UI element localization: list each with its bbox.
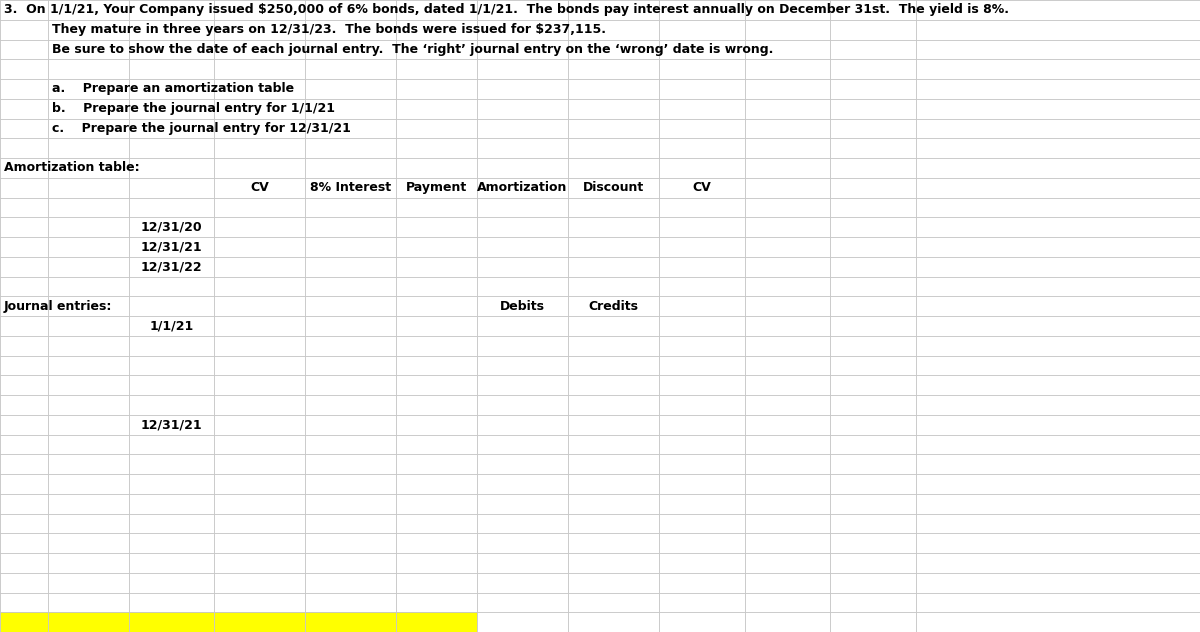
Text: Journal entries:: Journal entries: — [4, 300, 113, 313]
Text: 12/31/22: 12/31/22 — [140, 260, 203, 273]
Text: CV: CV — [692, 181, 712, 194]
Text: 12/31/20: 12/31/20 — [140, 221, 203, 234]
Text: 12/31/21: 12/31/21 — [140, 418, 203, 431]
Text: Be sure to show the date of each journal entry.  The ‘right’ journal entry on th: Be sure to show the date of each journal… — [53, 43, 774, 56]
Text: Amortization: Amortization — [478, 181, 568, 194]
Text: Discount: Discount — [583, 181, 644, 194]
Text: Credits: Credits — [588, 300, 638, 313]
Text: 8% Interest: 8% Interest — [311, 181, 391, 194]
Text: Debits: Debits — [500, 300, 545, 313]
Text: CV: CV — [251, 181, 269, 194]
Text: a.    Prepare an amortization table: a. Prepare an amortization table — [53, 82, 294, 95]
Text: Payment: Payment — [406, 181, 467, 194]
Text: 3.  On 1/1/21, Your Company issued $250,000 of 6% bonds, dated 1/1/21.  The bond: 3. On 1/1/21, Your Company issued $250,0… — [4, 3, 1009, 16]
Text: b.    Prepare the journal entry for 1/1/21: b. Prepare the journal entry for 1/1/21 — [53, 102, 335, 115]
Text: 1/1/21: 1/1/21 — [149, 319, 193, 332]
Bar — [0, 612, 476, 632]
Text: 12/31/21: 12/31/21 — [140, 240, 203, 253]
Text: c.    Prepare the journal entry for 12/31/21: c. Prepare the journal entry for 12/31/2… — [53, 122, 352, 135]
Text: They mature in three years on 12/31/23.  The bonds were issued for $237,115.: They mature in three years on 12/31/23. … — [53, 23, 606, 36]
Text: Amortization table:: Amortization table: — [4, 161, 139, 174]
